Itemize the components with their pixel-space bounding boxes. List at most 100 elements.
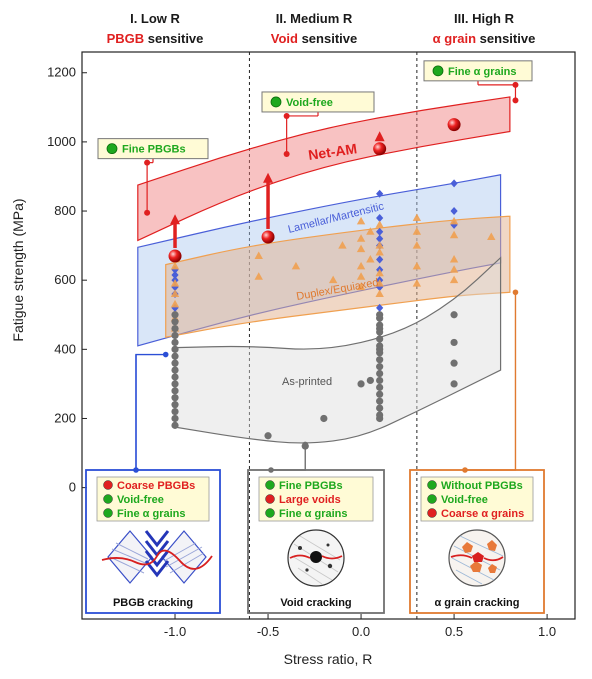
callout-group: Fine PBGBs Void-free Fine α grains: [97, 60, 533, 216]
status-dot: [427, 494, 437, 504]
data-point-circle: [376, 345, 384, 353]
data-point-triangle: [375, 248, 384, 256]
x-tick-label: -1.0: [164, 624, 186, 639]
callout-anchor-dot: [512, 97, 519, 104]
improvement-arrow-head: [263, 172, 274, 183]
x-tick-label: 0.5: [445, 624, 463, 639]
data-point-triangle: [366, 227, 375, 235]
panel-feature-label: Void-free: [117, 494, 164, 506]
data-point-triangle: [366, 254, 375, 263]
callout-label: Fine PBGBs: [122, 144, 186, 156]
data-point-circle: [171, 421, 179, 429]
data-point-circle: [320, 414, 328, 423]
data-point-circle: [171, 414, 179, 423]
panel-feature-label: Fine PBGBs: [279, 480, 343, 492]
callout-box: [97, 138, 209, 160]
callout-elbow-dot: [283, 112, 290, 119]
data-point-circle: [376, 404, 384, 412]
regime-header-medium: II. Medium R Void sensitive: [271, 11, 357, 46]
data-point-circle: [376, 356, 384, 364]
status-dot: [103, 494, 113, 504]
mechanism-panels: Coarse PBGBs Void-free Fine α grains PBGB c…: [85, 469, 545, 614]
band-label-net-am: Net-AM: [307, 140, 358, 163]
data-point-triangle: [449, 265, 459, 273]
regime-title: I. Low R: [130, 11, 180, 26]
data-point-circle: [171, 318, 179, 326]
y-tick-label: 200: [54, 410, 76, 425]
regime-subtitle: Void sensitive: [271, 31, 357, 46]
x-tick-label: -0.5: [257, 624, 279, 639]
data-point-circle: [171, 366, 179, 374]
status-dot: [103, 480, 113, 490]
data-point-triangle: [356, 216, 366, 225]
panel-leader-line: [135, 353, 166, 470]
data-point-triangle: [356, 244, 366, 253]
status-dot: [103, 508, 113, 518]
data-point-triangle: [170, 261, 180, 270]
x-tick-label: 0.0: [352, 624, 370, 639]
callout-elbow-dot: [144, 159, 151, 166]
panel-feature-label: Coarse α grains: [441, 508, 524, 520]
panel-feature-label: Coarse PBGBs: [117, 480, 195, 492]
data-point-diamond: [450, 207, 458, 216]
data-bands: [137, 96, 511, 444]
data-point-circle: [264, 432, 272, 440]
void-cracking-schematic: [287, 529, 345, 587]
panel-caption: α grain cracking: [434, 597, 519, 609]
y-tick-label: 600: [54, 272, 76, 287]
panel-frame: [247, 469, 385, 614]
data-point-triangle: [412, 241, 422, 249]
data-point-triangle: [356, 272, 366, 280]
data-point-triangle: [356, 261, 366, 270]
y-axis-label: Fatigue strength (MPa): [10, 198, 26, 341]
regime-title: II. Medium R: [276, 11, 353, 26]
regime-subtitle: α grain sensitive: [433, 31, 536, 46]
data-point-triangle: [356, 234, 366, 242]
band-as-printed: [174, 256, 502, 444]
data-point-diamond: [376, 283, 384, 292]
alpha-grain-cracking-schematic: [448, 529, 506, 587]
data-point-diamond: [376, 234, 384, 243]
data-point-diamond: [450, 179, 458, 188]
data-point-diamond: [376, 189, 384, 198]
status-dot: [106, 143, 118, 155]
data-point-circle: [376, 363, 384, 371]
data-point-triangle: [356, 282, 366, 291]
data-point-circle: [450, 338, 458, 347]
data-point-circle: [171, 331, 179, 340]
callout-anchor-dot: [144, 209, 151, 216]
band-duplex-equiaxed: [165, 215, 511, 338]
data-point-triangle: [375, 279, 384, 287]
panel-feature-box: [420, 476, 534, 522]
status-dot: [427, 480, 437, 490]
data-point-triangle: [170, 289, 180, 298]
data-point-triangle: [449, 275, 459, 284]
panel-frame: [409, 469, 545, 614]
status-dot: [265, 494, 275, 504]
panel-feature-label: Void-free: [441, 494, 488, 506]
panel-feature-label: Large voids: [279, 494, 341, 506]
data-point-triangle: [412, 279, 422, 287]
panel-feature-label: Fine α grains: [117, 508, 186, 520]
data-point-circle: [376, 397, 384, 405]
data-point-triangle: [170, 279, 180, 287]
data-point-circle: [171, 373, 179, 381]
data-point-triangle: [412, 261, 422, 270]
band-net-am: [137, 96, 511, 242]
status-dot: [265, 508, 275, 518]
data-point-triangle: [338, 241, 347, 249]
data-point-triangle: [375, 241, 384, 249]
data-point-circle: [171, 324, 179, 333]
panel-frame: [85, 469, 221, 614]
data-point-sphere: [168, 249, 182, 263]
status-dot: [265, 480, 275, 490]
data-point-circle: [171, 359, 179, 367]
panel-caption: PBGB cracking: [113, 597, 193, 609]
data-point-diamond: [450, 220, 458, 229]
improvement-arrow-head: [170, 214, 181, 225]
panel-feature-label: Fine α grains: [279, 508, 348, 520]
regime-subtitle: PBGB sensitive: [107, 31, 204, 46]
y-tick-label: 1000: [47, 134, 76, 149]
y-tick-label: 0: [69, 480, 76, 495]
